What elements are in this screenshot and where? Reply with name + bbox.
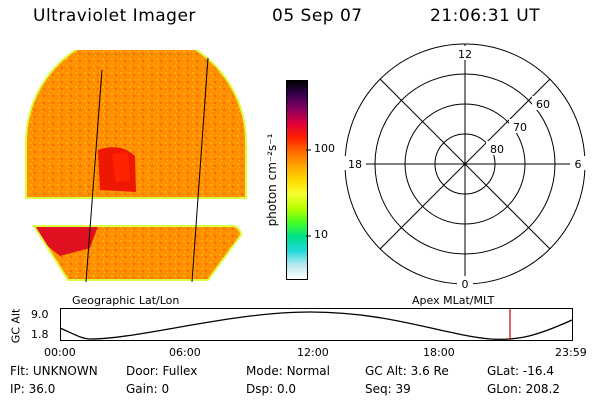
image-caption: Geographic Lat/Lon [72, 294, 180, 307]
time-tick-2: 12:00 [297, 346, 329, 359]
status-glon: GLon: 208.2 [487, 382, 560, 396]
mlt-label-6: 6 [575, 158, 582, 171]
status-gain: Gain: 0 [126, 382, 170, 396]
altitude-tick-low: 1.8 [31, 328, 49, 341]
polar-plot: 12 0 18 6 60 70 80 [344, 43, 586, 291]
status-mode: Mode: Normal [246, 364, 330, 378]
altitude-axis-label: GC Alt [9, 308, 23, 344]
status-seq: Seq: 39 [365, 382, 411, 396]
status-ip: IP: 36.0 [10, 382, 56, 396]
colorbar [286, 80, 308, 280]
lat-label-80: 80 [490, 143, 504, 156]
status-dsp: Dsp: 0.0 [246, 382, 297, 396]
lat-label-70: 70 [513, 121, 527, 134]
date-label: 05 Sep 07 [272, 6, 363, 26]
status-gc-alt: GC Alt: 3.6 Re [365, 364, 449, 378]
time-tick-4: 23:59 [555, 346, 587, 359]
instrument-title: Ultraviolet Imager [33, 6, 196, 26]
colorbar-tick-100: 100 [314, 142, 335, 155]
time-tick-1: 06:00 [169, 346, 201, 359]
altitude-track-plot [60, 308, 573, 341]
mlt-label-12: 12 [458, 48, 472, 61]
status-flt: Flt: UNKNOWN [10, 364, 98, 378]
status-glat: GLat: -16.4 [487, 364, 554, 378]
altitude-tick-high: 9.0 [31, 308, 49, 321]
image-lower-segment [34, 226, 241, 280]
image-upper-segment [26, 50, 246, 198]
mlt-label-18: 18 [348, 158, 362, 171]
polar-caption: Apex MLat/MLT [412, 294, 495, 307]
mlt-label-0: 0 [462, 278, 469, 291]
time-tick-3: 18:00 [423, 346, 455, 359]
colorbar-tick-10: 10 [314, 228, 328, 241]
time-label: 21:06:31 UT [430, 6, 541, 26]
colorbar-unit-label: photon cm⁻²s⁻¹ [265, 133, 279, 227]
altitude-curve [60, 311, 573, 340]
auroral-image [25, 50, 247, 283]
status-door: Door: Fullex [126, 364, 198, 378]
time-tick-0: 00:00 [44, 346, 76, 359]
lat-label-60: 60 [536, 98, 550, 111]
